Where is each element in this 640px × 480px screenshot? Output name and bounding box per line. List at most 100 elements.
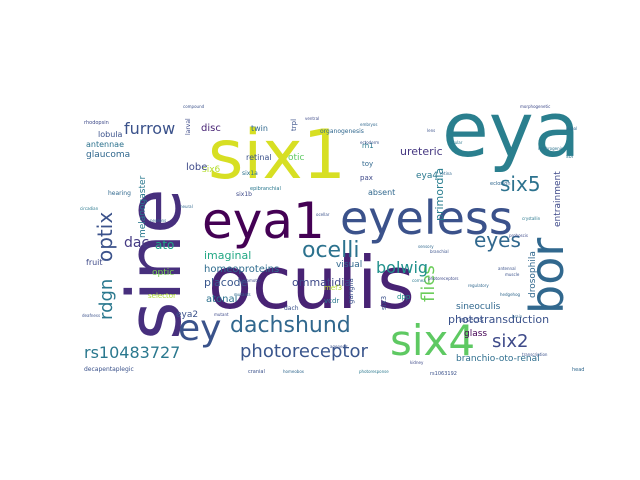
word-mutants: mutants bbox=[234, 292, 251, 297]
word-flies: flies bbox=[418, 265, 439, 302]
word-insects: insects bbox=[459, 316, 484, 324]
word-ato: ato bbox=[155, 238, 174, 252]
word-transcription: transcription bbox=[522, 352, 548, 357]
word-eyeless: eyeless bbox=[340, 191, 513, 245]
word-sol: sol bbox=[566, 154, 573, 160]
word-optix: optix bbox=[93, 212, 117, 262]
word-retina: retina bbox=[440, 171, 452, 176]
word-imaginal: imaginal bbox=[204, 249, 251, 262]
word-cornea: cornea bbox=[412, 278, 426, 283]
word-cranial: cranial bbox=[248, 369, 265, 375]
word-twin: twin bbox=[251, 124, 268, 133]
word-pax: pax bbox=[360, 174, 373, 182]
word-nephrogenic: nephrogenic bbox=[538, 146, 563, 151]
word-rs10483727: rs10483727 bbox=[84, 343, 180, 362]
word-circadian: circadian bbox=[80, 206, 99, 211]
word-eya: eya bbox=[442, 85, 580, 174]
word-melanogaster: melanogaster bbox=[138, 175, 148, 238]
word-larval: larval bbox=[185, 118, 192, 135]
word-ureteric: ureteric bbox=[400, 145, 443, 158]
word-trpl: trpl bbox=[290, 119, 298, 131]
word-branchial: branchial bbox=[430, 249, 449, 254]
word-eyes: eyes bbox=[474, 228, 521, 252]
word-photoreceptors: photoreceptors bbox=[428, 276, 459, 281]
word-antennae: antennae bbox=[86, 140, 124, 149]
word-placode: placode bbox=[204, 276, 248, 289]
word-neurons: neurons bbox=[150, 218, 166, 223]
word-ganglia: ganglia bbox=[347, 278, 355, 304]
word-dpp: dpp bbox=[397, 293, 411, 301]
word-six1b: six1b bbox=[236, 191, 252, 198]
word-absent: absent bbox=[368, 188, 395, 197]
word-lobula: lobula bbox=[98, 130, 122, 139]
word-dach: dach bbox=[284, 305, 299, 312]
word-mef3: mef3 bbox=[324, 284, 342, 292]
word-glaucoma: glaucoma bbox=[86, 150, 130, 160]
word-six6: six6 bbox=[202, 165, 221, 175]
word-entrainment: entrainment bbox=[553, 171, 563, 227]
word-furrow: furrow bbox=[124, 119, 175, 138]
word-eya2: eya2 bbox=[176, 310, 198, 320]
word-epibranchial: epibranchial bbox=[250, 186, 281, 192]
word-ommatidia: ommatidia bbox=[292, 276, 351, 289]
word-rdgn: rdgn bbox=[96, 279, 117, 320]
word-glass: glass bbox=[464, 329, 487, 339]
word-crystallin: crystallin bbox=[522, 216, 541, 221]
word-lobe: lobe bbox=[186, 162, 207, 173]
word-head: head bbox=[572, 367, 584, 373]
word-eya1: eya1 bbox=[202, 192, 325, 250]
word-morphogenetic: morphogenetic bbox=[520, 104, 550, 109]
word-lens: lens bbox=[427, 128, 435, 133]
word-brain: brain bbox=[512, 314, 523, 319]
word-ocellar: ocellar bbox=[316, 212, 330, 217]
word-otic: otic bbox=[288, 153, 305, 163]
word-decapentaplegic: decapentaplegic bbox=[84, 366, 134, 373]
word-selector: selector bbox=[148, 292, 176, 300]
word-homeobox: homeobox bbox=[283, 369, 305, 374]
word-ocular: ocular bbox=[450, 140, 463, 145]
word-dac: dac bbox=[124, 235, 149, 251]
word-hearing: hearing bbox=[108, 190, 131, 197]
word-drosophila: drosophila bbox=[528, 251, 538, 298]
word-hedgehog: hedgehog bbox=[500, 292, 521, 297]
word-embryos: embryos bbox=[360, 122, 377, 127]
word-disc: disc bbox=[201, 123, 221, 134]
word-regulatory: regulatory bbox=[468, 283, 489, 288]
word-rh1: rh1 bbox=[362, 142, 374, 150]
word-retinal: retinal bbox=[246, 153, 272, 162]
word-optomotor: optomotor bbox=[240, 278, 261, 283]
word-deafness: deafness bbox=[82, 313, 100, 318]
word-rs1063192: rs1063192 bbox=[430, 371, 457, 377]
word-ectoderm: ectoderm bbox=[360, 140, 379, 145]
word-dachshund: dachshund bbox=[230, 313, 351, 338]
word-mutant: mutant bbox=[214, 312, 229, 317]
word-proboscis: proboscis bbox=[509, 233, 528, 238]
word-phototransduction: phototransduction bbox=[448, 313, 549, 326]
word-sineoculis: sineoculis bbox=[456, 302, 501, 312]
word-photoreceptor: photoreceptor bbox=[240, 341, 368, 362]
word-photoresponse: photoresponse bbox=[359, 369, 389, 374]
word-eclosion: eclosion bbox=[490, 181, 511, 187]
word-primordia: primordia bbox=[433, 168, 446, 221]
word-neural: neural bbox=[180, 204, 193, 209]
word-compound: compound bbox=[183, 104, 205, 109]
word-muscle: muscle bbox=[505, 272, 520, 277]
word-ventral: ventral bbox=[305, 116, 319, 121]
word-six2: six2 bbox=[492, 331, 528, 352]
word-visual: visual bbox=[336, 260, 362, 270]
word-toy: toy bbox=[362, 160, 373, 168]
word-eya4: eya4 bbox=[416, 171, 438, 181]
word-ey: ey bbox=[178, 308, 221, 349]
word-pupal: pupal bbox=[566, 126, 577, 131]
word-homeoproteins: homeoproteins bbox=[204, 264, 279, 275]
word-oculis: oculis bbox=[208, 241, 415, 325]
word-fruit: fruit bbox=[86, 258, 103, 267]
word-sine: sine bbox=[112, 188, 198, 340]
word-organogenesis: organogenesis bbox=[320, 128, 364, 135]
word-branchio-oto-renal: branchio-oto-renal bbox=[456, 354, 540, 364]
word-rhodopsin: rhodopsin bbox=[84, 120, 109, 126]
word-six5: six5 bbox=[500, 172, 541, 196]
word-kidney: kidney bbox=[410, 360, 424, 365]
